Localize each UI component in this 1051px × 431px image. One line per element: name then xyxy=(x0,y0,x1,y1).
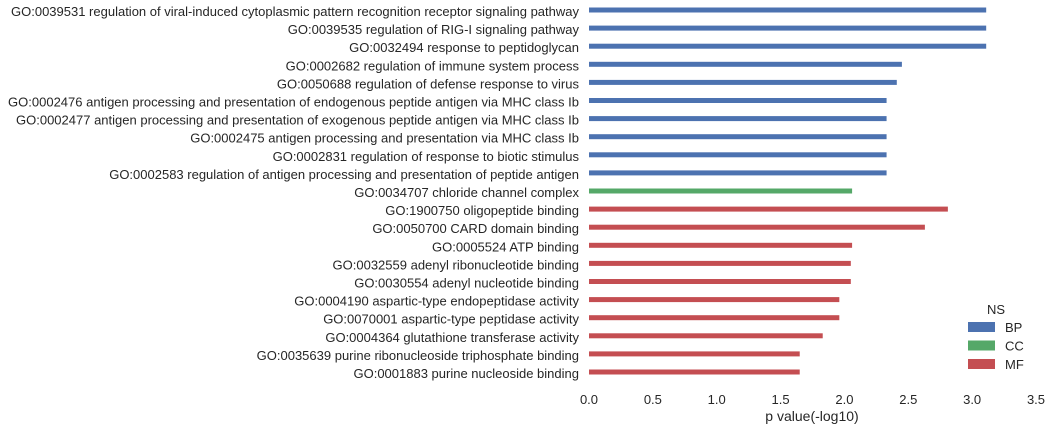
bar xyxy=(589,188,853,194)
category-label: GO:0039535 regulation of RIG-I signaling… xyxy=(288,22,580,37)
legend-swatch xyxy=(968,340,995,351)
x-tick-label: 1.0 xyxy=(708,392,726,407)
x-tick-label: 2.5 xyxy=(899,392,917,407)
category-label: GO:0002475 antigen processing and presen… xyxy=(190,131,579,146)
bar xyxy=(589,242,853,248)
category-label: GO:0039531 regulation of viral-induced c… xyxy=(11,4,579,19)
bar xyxy=(589,260,851,266)
bar xyxy=(589,279,851,284)
legend-swatch xyxy=(968,359,995,369)
category-label: GO:0032494 response to peptidoglycan xyxy=(349,40,579,55)
bar xyxy=(589,61,902,67)
legend-title: NS xyxy=(987,302,1005,317)
category-label: GO:0035639 purine ribonucleoside triphos… xyxy=(257,348,579,363)
x-tick-label: 3.0 xyxy=(963,392,981,407)
category-label: GO:0050688 regulation of defense respons… xyxy=(277,76,580,91)
bar xyxy=(589,116,887,122)
bar xyxy=(589,7,987,13)
category-label: GO:0002682 regulation of immune system p… xyxy=(286,58,580,73)
category-label: GO:0001883 purine nucleoside binding xyxy=(353,366,579,381)
category-label: GO:0070001 aspartic-type peptidase activ… xyxy=(323,312,579,327)
category-label: GO:0004364 glutathione transferase activ… xyxy=(325,330,579,345)
category-label: GO:0005524 ATP binding xyxy=(432,239,579,254)
bar xyxy=(589,369,800,375)
x-tick-label: 1.5 xyxy=(772,392,790,407)
bar xyxy=(589,134,887,140)
bar xyxy=(589,206,948,212)
bar xyxy=(589,79,897,85)
category-label: GO:0034707 chloride channel complex xyxy=(354,185,579,200)
x-tick-label: 0.0 xyxy=(580,392,598,407)
legend: NS BP CC MF xyxy=(968,302,1024,372)
bar xyxy=(589,152,887,158)
legend-label: BP xyxy=(1005,320,1022,335)
bar xyxy=(589,315,840,321)
bar xyxy=(589,333,823,339)
bar xyxy=(589,98,887,103)
x-tick-label: 2.0 xyxy=(835,392,853,407)
category-label: GO:0002477 antigen processing and presen… xyxy=(16,113,579,128)
x-axis-ticks: 0.0 0.5 1.0 1.5 2.0 2.5 3.0 3.5 xyxy=(580,392,1045,407)
bars xyxy=(589,7,987,375)
x-tick-label: 3.5 xyxy=(1027,392,1045,407)
bar xyxy=(589,170,887,176)
category-label: GO:0002831 regulation of response to bio… xyxy=(273,149,580,164)
bar xyxy=(589,43,987,49)
legend-label: CC xyxy=(1005,339,1024,354)
category-label: GO:0050700 CARD domain binding xyxy=(372,221,579,236)
category-label: GO:1900750 oligopeptide binding xyxy=(385,203,579,218)
category-label: GO:0030554 adenyl nucleotide binding xyxy=(354,276,579,291)
category-label: GO:0002583 regulation of antigen process… xyxy=(109,167,579,182)
legend-label: MF xyxy=(1005,357,1024,372)
bar xyxy=(589,297,840,303)
x-axis-label: p value(-log10) xyxy=(765,408,858,424)
bar xyxy=(589,224,925,230)
bar xyxy=(589,351,800,357)
legend-swatch xyxy=(968,322,995,332)
category-label: GO:0032559 adenyl ribonucleotide binding xyxy=(333,257,579,272)
category-label: GO:0002476 antigen processing and presen… xyxy=(8,95,579,110)
bar xyxy=(589,25,987,31)
category-labels: GO:0039531 regulation of viral-induced c… xyxy=(8,4,579,381)
x-tick-label: 0.5 xyxy=(644,392,662,407)
category-label: GO:0004190 aspartic-type endopeptidase a… xyxy=(294,294,579,309)
